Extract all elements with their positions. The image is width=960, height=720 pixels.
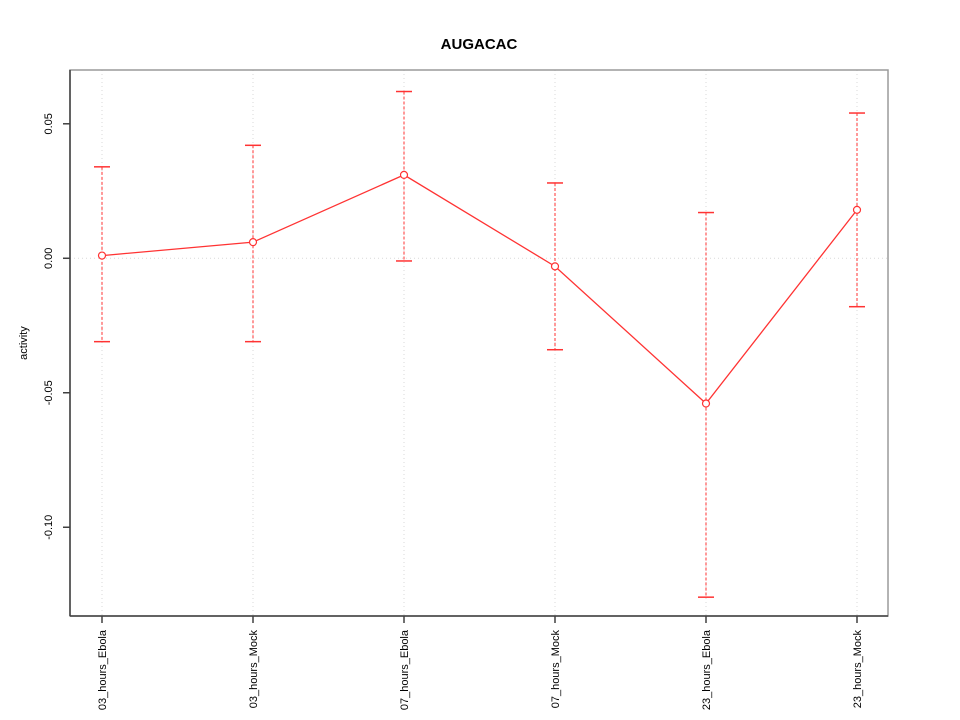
chart-title: AUGACAC — [440, 36, 518, 53]
x-tick-label: 07_hours_Mock — [550, 630, 562, 709]
plot-box — [69, 69, 889, 617]
x-tick-label: 07_hours_Ebola — [399, 629, 411, 710]
x-tick-label: 03_hours_Ebola — [97, 629, 109, 710]
y-tick-label: -0.10 — [43, 515, 55, 540]
y-tick-label: -0.05 — [43, 380, 55, 405]
x-tick-label: 23_hours_Mock — [852, 630, 864, 709]
y-tick-label: 0.00 — [43, 248, 55, 269]
series-line — [101, 174, 858, 405]
data-point — [852, 205, 862, 214]
data-point — [248, 238, 258, 247]
y-tick-label: 0.05 — [43, 113, 55, 134]
data-point — [399, 170, 409, 179]
data-point — [97, 251, 107, 260]
x-tick-label: 03_hours_Mock — [248, 630, 260, 709]
data-point — [701, 399, 711, 408]
x-tick-label: 23_hours_Ebola — [701, 629, 713, 710]
data-point — [550, 262, 560, 271]
